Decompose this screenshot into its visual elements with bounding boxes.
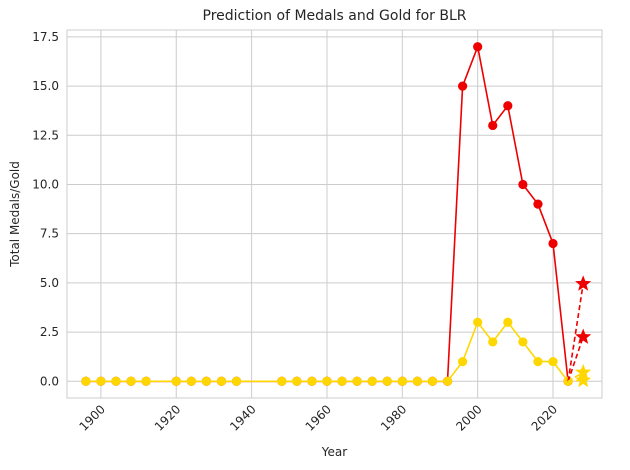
data-point-gold xyxy=(277,376,287,386)
x-tick-label: 1980 xyxy=(378,402,409,433)
data-point-gold xyxy=(171,376,181,386)
data-point-total xyxy=(473,42,483,52)
data-point-gold xyxy=(352,376,362,386)
data-point-gold xyxy=(442,376,453,386)
prediction-line-total xyxy=(567,283,584,382)
data-point-gold xyxy=(533,356,543,367)
data-point-gold xyxy=(111,376,121,386)
data-point-gold xyxy=(126,376,136,386)
data-point-gold xyxy=(367,376,377,386)
data-point-gold xyxy=(382,376,392,386)
data-point-total xyxy=(503,101,513,111)
data-point-gold xyxy=(216,376,227,386)
data-point-gold xyxy=(518,337,528,347)
data-point-gold xyxy=(473,317,483,327)
data-point-gold xyxy=(412,376,422,386)
y-tick-label: 7.5 xyxy=(40,227,59,241)
data-point-total xyxy=(457,81,468,91)
data-point-gold xyxy=(427,376,438,386)
x-axis-label: Year xyxy=(321,445,347,459)
y-tick-label: 0.0 xyxy=(40,374,59,388)
y-axis-label: Total Medals/Gold xyxy=(8,161,22,268)
x-tick-label: 2020 xyxy=(529,402,560,433)
data-point-gold xyxy=(457,356,468,367)
y-tick-label: 12.5 xyxy=(32,128,59,142)
data-point-gold xyxy=(322,376,332,386)
data-point-gold xyxy=(81,376,91,386)
y-tick-label: 15.0 xyxy=(32,79,59,93)
y-tick-label: 10.0 xyxy=(32,177,59,191)
data-point-total xyxy=(533,199,543,209)
data-point-gold xyxy=(488,337,498,347)
x-tick-label: 1900 xyxy=(77,402,108,433)
data-point-gold xyxy=(337,376,347,386)
y-tick-label: 5.0 xyxy=(40,276,59,290)
x-tick-label: 1920 xyxy=(152,402,183,433)
data-point-gold xyxy=(186,376,196,386)
x-tick-label: 2000 xyxy=(453,402,484,433)
plot-frame xyxy=(66,29,603,399)
data-point-gold xyxy=(503,317,513,327)
data-point-gold xyxy=(307,376,317,386)
prediction-layer xyxy=(567,275,592,388)
y-tick-label: 2.5 xyxy=(40,325,59,339)
data-point-gold xyxy=(548,356,558,367)
x-tick-labels: 1900 1920 1940 1960 1980 2000 2020 xyxy=(77,402,561,433)
y-tick-label: 17.5 xyxy=(32,30,59,44)
prediction-line-gold xyxy=(567,371,584,382)
prediction-star-gold xyxy=(575,371,592,388)
prediction-star-total xyxy=(575,275,592,291)
data-point-total xyxy=(518,179,528,190)
x-tick-label: 1960 xyxy=(303,402,334,433)
data-point-gold xyxy=(141,376,151,386)
data-point-gold xyxy=(201,376,212,386)
data-point-gold xyxy=(397,376,407,386)
data-point-gold xyxy=(96,376,106,386)
prediction-star-gold xyxy=(575,363,592,380)
data-point-gold xyxy=(231,376,242,386)
x-tick-label: 1940 xyxy=(227,402,258,433)
y-tick-labels: 0.0 2.5 5.0 7.5 10.0 12.5 15.0 17.5 xyxy=(32,30,59,388)
data-point-total xyxy=(488,120,498,131)
prediction-star-total xyxy=(575,328,592,344)
chart-title: Prediction of Medals and Gold for BLR xyxy=(203,8,467,24)
series-layer xyxy=(81,42,573,386)
data-point-gold xyxy=(292,376,302,386)
data-point-total xyxy=(548,238,558,249)
